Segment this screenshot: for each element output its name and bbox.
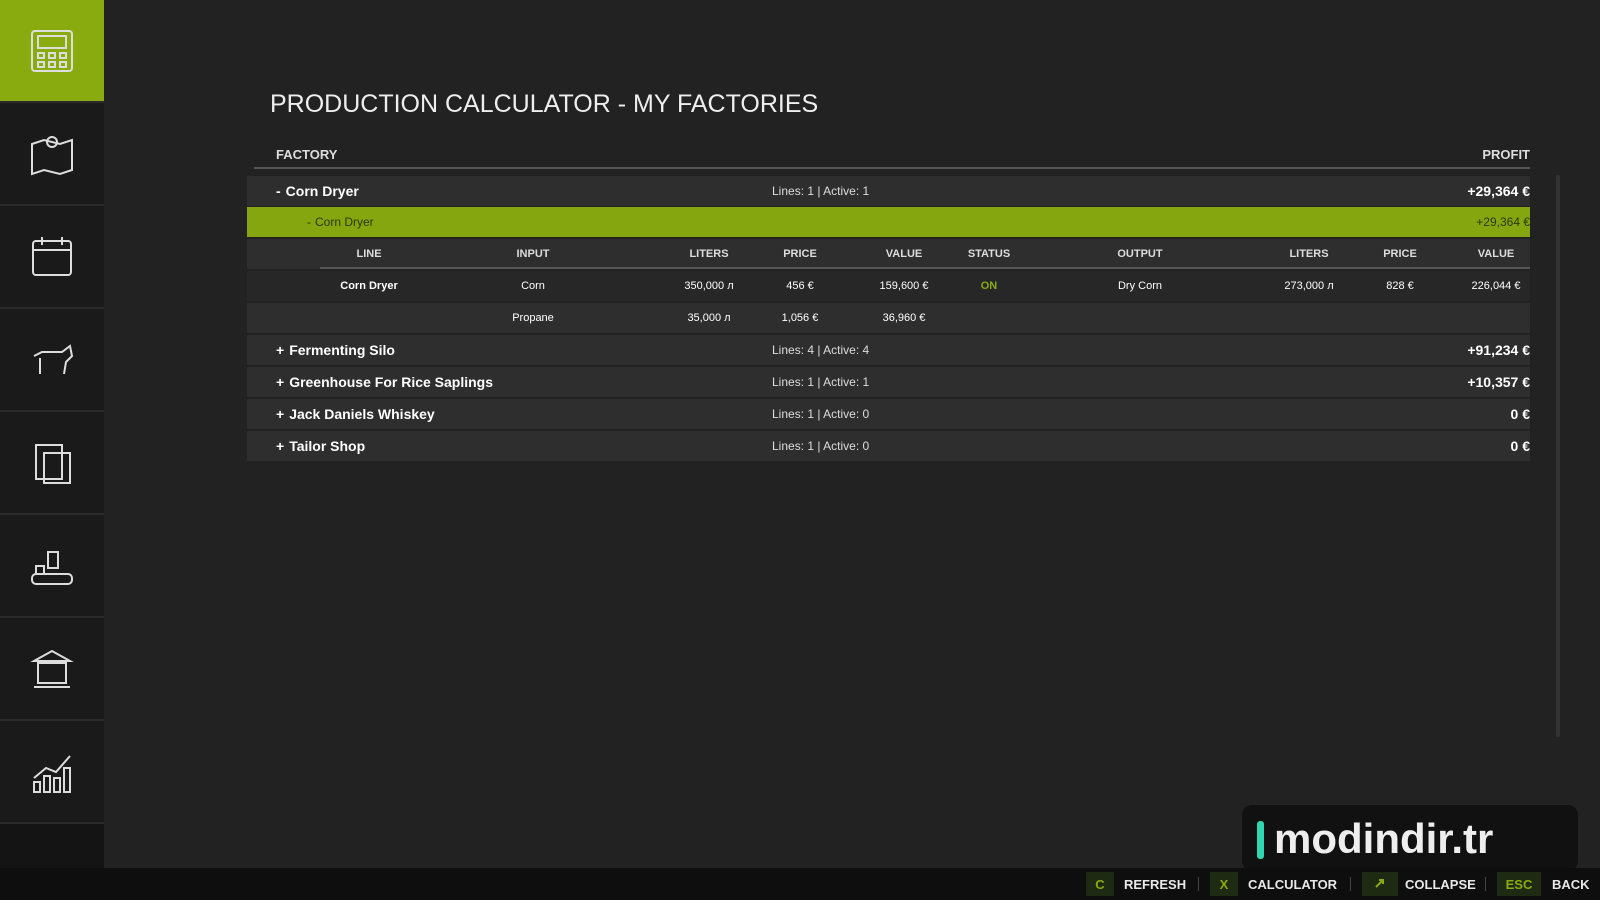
- factory-summary: Lines: 4 | Active: 4: [772, 343, 870, 357]
- factory-name: + Fermenting Silo: [276, 335, 395, 365]
- input-value: 159,600 €: [879, 280, 929, 292]
- factory-summary: Lines: 1 | Active: 1: [772, 375, 870, 389]
- separator: [1350, 877, 1351, 891]
- footer: C REFRESH X CALCULATOR COLLAPSE ESC BACK: [0, 868, 1600, 900]
- watermark-bar: [1257, 821, 1264, 859]
- factory-summary: Lines: 1 | Active: 1: [772, 184, 870, 198]
- column-header: INPUT: [516, 248, 550, 260]
- calendar-tab[interactable]: [0, 206, 104, 309]
- input-product: Propane: [512, 312, 554, 324]
- production-profit: +29,364 €: [1476, 215, 1530, 229]
- production-label: Corn Dryer: [315, 215, 374, 229]
- key-label[interactable]: BACK: [1552, 876, 1590, 892]
- column-header: OUTPUT: [1117, 248, 1163, 260]
- toggle[interactable]: -: [307, 215, 311, 229]
- factory-header: FACTORY: [276, 147, 338, 162]
- output-liters: 273,000 л: [1284, 280, 1334, 292]
- input-liters: 35,000 л: [687, 312, 731, 324]
- production-row[interactable]: - Corn Dryer +29,364 €: [247, 207, 1530, 237]
- output-price: 828 €: [1386, 280, 1414, 292]
- factory-profit: 0 €: [1510, 438, 1530, 454]
- profit-header: PROFIT: [1482, 147, 1530, 162]
- factory-row[interactable]: + Greenhouse For Rice Saplings Lines: 1 | …: [247, 367, 1530, 397]
- toggle[interactable]: +: [276, 342, 285, 358]
- factory-row[interactable]: + Fermenting Silo Lines: 4 | Active: 4 +91,…: [247, 335, 1530, 365]
- column-header-row: LINE INPUT LITERS PRICE VALUE STATUS OUTPUT LIT…: [247, 239, 1530, 269]
- map-tab[interactable]: [0, 103, 104, 206]
- collapse-icon: [1375, 879, 1384, 888]
- separator: [1198, 877, 1199, 891]
- calculator-tab[interactable]: [0, 0, 104, 103]
- column-rule: [320, 267, 1530, 269]
- key-label[interactable]: CALCULATOR: [1248, 876, 1338, 892]
- factory-profit: 0 €: [1510, 406, 1530, 422]
- column-header: PRICE: [1383, 248, 1417, 260]
- watermark-box: modindir.tr: [1242, 805, 1578, 871]
- contracts-tab[interactable]: [0, 412, 104, 515]
- toggle[interactable]: +: [276, 406, 285, 422]
- factory-row[interactable]: + Jack Daniels Whiskey Lines: 1 | Active: …: [247, 399, 1530, 429]
- factory-summary: Lines: 1 | Active: 0: [772, 407, 870, 421]
- factory-label: Fermenting Silo: [289, 342, 395, 358]
- statistics-tab[interactable]: [0, 721, 104, 824]
- factory-label: Corn Dryer: [285, 183, 359, 199]
- column-header: PRICE: [783, 248, 817, 260]
- factory-row[interactable]: - Corn Dryer Lines: 1 | Active: 1 +29,364 €: [247, 176, 1530, 206]
- input-value: 36,960 €: [882, 312, 926, 324]
- key-hint[interactable]: X: [1210, 872, 1238, 896]
- watermark: modindir.tr: [1274, 815, 1494, 862]
- factory-profit: +10,357 €: [1467, 374, 1530, 390]
- sidebar: [0, 0, 104, 868]
- status: ON: [980, 280, 998, 292]
- column-header: LINE: [356, 248, 382, 260]
- key-label[interactable]: COLLAPSE: [1405, 876, 1476, 892]
- page-title: PRODUCTION CALCULATOR - MY FACTORIES: [270, 90, 819, 118]
- separator: [1485, 877, 1486, 891]
- line-row: Propane 35,000 л 1,056 € 36,960 €: [247, 303, 1530, 333]
- factory-label: Tailor Shop: [289, 438, 366, 454]
- toggle[interactable]: -: [276, 183, 281, 199]
- production-name: - Corn Dryer: [307, 207, 374, 237]
- scrollbar[interactable]: [1556, 175, 1560, 737]
- key-hint[interactable]: ESC: [1497, 872, 1541, 896]
- output-product: Dry Corn: [1117, 280, 1162, 292]
- key-hint[interactable]: [1362, 872, 1398, 896]
- factory-name: + Greenhouse For Rice Saplings: [276, 367, 493, 397]
- factory-name: + Jack Daniels Whiskey: [276, 399, 435, 429]
- column-header: LITERS: [1289, 248, 1329, 260]
- factory-label: Greenhouse For Rice Saplings: [289, 374, 494, 390]
- output-value: 226,044 €: [1471, 280, 1521, 292]
- key-hint[interactable]: C: [1086, 872, 1114, 896]
- column-header: STATUS: [967, 248, 1011, 260]
- animals-tab[interactable]: [0, 309, 104, 412]
- factory-name: + Tailor Shop: [276, 431, 365, 461]
- production-tab[interactable]: [0, 515, 104, 618]
- factory-profit: +91,234 €: [1467, 342, 1530, 358]
- header-rule: [254, 167, 1530, 169]
- toggle[interactable]: +: [276, 374, 285, 390]
- factory-row[interactable]: + Tailor Shop Lines: 1 | Active: 0 0 €: [247, 431, 1530, 461]
- finances-tab[interactable]: [0, 618, 104, 721]
- column-header: LITERS: [689, 248, 729, 260]
- input-price: 1,056 €: [781, 312, 819, 324]
- line-name: Corn Dryer: [340, 280, 398, 292]
- input-product: Corn: [521, 280, 545, 292]
- factory-summary: Lines: 1 | Active: 0: [772, 439, 870, 453]
- key-label[interactable]: REFRESH: [1124, 876, 1187, 892]
- factory-label: Jack Daniels Whiskey: [289, 406, 435, 422]
- factory-profit: +29,364 €: [1467, 183, 1530, 199]
- factory-name: - Corn Dryer: [276, 176, 359, 206]
- column-header: VALUE: [885, 248, 923, 260]
- input-price: 456 €: [786, 280, 814, 292]
- input-liters: 350,000 л: [684, 280, 734, 292]
- toggle[interactable]: +: [276, 438, 285, 454]
- column-header: VALUE: [1477, 248, 1515, 260]
- line-row: Corn Dryer ON Corn 350,000 л 456 € 159,600 € D…: [247, 271, 1530, 301]
